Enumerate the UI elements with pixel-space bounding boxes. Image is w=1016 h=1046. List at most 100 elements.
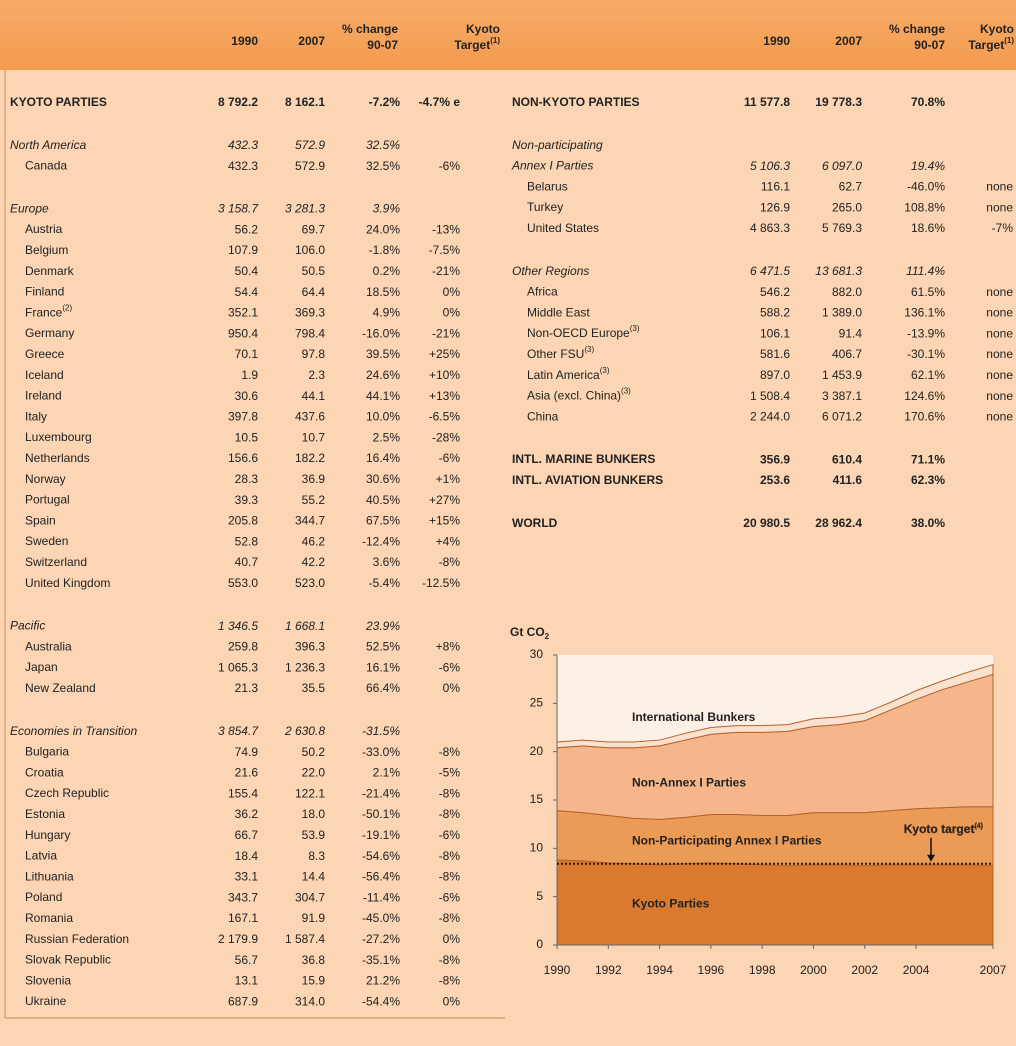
row-label: Norway <box>25 472 66 486</box>
row-label: NON-KYOTO PARTIES <box>512 95 640 109</box>
row-label: INTL. AVIATION BUNKERS <box>512 473 663 487</box>
cell-target: -6% <box>439 660 461 674</box>
cell-v2007: 344.7 <box>295 514 325 528</box>
cell-v1990: 2 179.9 <box>218 932 258 946</box>
row-label: Luxembourg <box>25 430 92 444</box>
row-label-text: Germany <box>25 326 74 340</box>
row-label: Africa <box>527 285 558 299</box>
cell-change: 3.9% <box>373 202 401 216</box>
cell-target: 0% <box>443 994 461 1008</box>
row-label: Latvia <box>25 849 57 863</box>
cell-target: none <box>986 368 1013 382</box>
cell-v1990: 106.1 <box>760 326 790 340</box>
cell-change: -16.0% <box>362 326 400 340</box>
cell-v1990: 546.2 <box>760 285 790 299</box>
cell-change: 67.5% <box>366 514 400 528</box>
series-label: Non-Participating Annex I Parties <box>632 833 822 847</box>
cell-v2007: 3 387.1 <box>822 389 862 403</box>
area <box>556 859 994 946</box>
cell-v1990: 56.2 <box>235 222 259 236</box>
cell-change: -13.9% <box>907 326 945 340</box>
column-header-text: 90-07 <box>367 38 398 52</box>
cell-v2007: 15.9 <box>302 974 326 988</box>
cell-change: 61.5% <box>911 285 945 299</box>
cell-v2007: 91.4 <box>839 326 863 340</box>
cell-v1990: 432.3 <box>228 138 258 152</box>
row-label: Croatia <box>25 766 64 780</box>
row-label: Germany <box>25 326 74 340</box>
cell-v1990: 74.9 <box>235 745 259 759</box>
row-label-text: Denmark <box>25 264 75 278</box>
column-header: 1990 <box>231 34 258 48</box>
cell-v2007: 610.4 <box>832 452 862 466</box>
row-label-text: Iceland <box>25 368 64 382</box>
x-tick-label: 2000 <box>800 963 827 977</box>
row-label-text: Hungary <box>25 828 70 842</box>
row-label: China <box>527 410 559 424</box>
cell-v2007: 369.3 <box>295 306 325 320</box>
cell-v1990: 21.3 <box>235 681 259 695</box>
cell-v1990: 8 792.2 <box>218 95 258 109</box>
footnote-mark: (1) <box>1004 36 1014 45</box>
cell-change: -7.2% <box>369 95 401 109</box>
row-label-text: Canada <box>25 159 67 173</box>
row-label-text: China <box>527 410 559 424</box>
cell-change: 19.4% <box>911 159 945 173</box>
cell-target: -8% <box>439 786 461 800</box>
row-label: Slovak Republic <box>25 953 111 967</box>
row-label-text: United Kingdom <box>25 576 110 590</box>
row-label-text: WORLD <box>512 516 558 530</box>
cell-v1990: 167.1 <box>228 911 258 925</box>
footnote-mark: (4) <box>974 823 983 830</box>
cell-change: 21.2% <box>366 974 400 988</box>
cell-v2007: 64.4 <box>302 285 326 299</box>
cell-target: -8% <box>439 807 461 821</box>
footnote-mark: (2) <box>62 304 72 313</box>
cell-change: -30.1% <box>907 347 945 361</box>
row-label: Iceland <box>25 368 64 382</box>
row-label: Denmark <box>25 264 75 278</box>
cell-change: -33.0% <box>362 745 400 759</box>
x-tick-label: 1990 <box>544 963 571 977</box>
cell-v1990: 39.3 <box>235 493 259 507</box>
row-label-text: Netherlands <box>25 451 90 465</box>
cell-change: -5.4% <box>369 576 401 590</box>
cell-v2007: 91.9 <box>302 911 326 925</box>
row-label-text: Lithuania <box>25 870 74 884</box>
cell-change: 24.0% <box>366 222 400 236</box>
cell-v2007: 437.6 <box>295 410 325 424</box>
cell-change: -54.4% <box>362 994 400 1008</box>
cell-change: -1.8% <box>369 243 401 257</box>
cell-v2007: 14.4 <box>302 870 326 884</box>
cell-target: +1% <box>436 472 461 486</box>
cell-change: 32.5% <box>366 138 400 152</box>
row-label: Romania <box>25 911 73 925</box>
cell-v2007: 97.8 <box>302 347 326 361</box>
cell-v1990: 5 106.3 <box>750 159 790 173</box>
row-label: KYOTO PARTIES <box>10 95 107 109</box>
row-label-text: Finland <box>25 285 64 299</box>
row-label-text: Luxembourg <box>25 430 92 444</box>
cell-v1990: 30.6 <box>235 389 259 403</box>
cell-target: -8% <box>439 849 461 863</box>
column-header-text: 1990 <box>231 34 258 48</box>
cell-target: +13% <box>429 389 460 403</box>
row-label-text: Latin America <box>527 368 600 382</box>
cell-change: -35.1% <box>362 953 400 967</box>
cell-v1990: 21.6 <box>235 766 259 780</box>
cell-v2007: 50.5 <box>302 264 326 278</box>
cell-change: -50.1% <box>362 807 400 821</box>
cell-target: 0% <box>443 681 461 695</box>
target-label-text: Kyoto target <box>904 822 975 836</box>
cell-v2007: 1 453.9 <box>822 368 862 382</box>
cell-v2007: 6 097.0 <box>822 159 862 173</box>
cell-change: -12.4% <box>362 534 400 548</box>
cell-change: -54.6% <box>362 849 400 863</box>
cell-v1990: 70.1 <box>235 347 259 361</box>
row-label-text: Estonia <box>25 807 65 821</box>
cell-v2007: 406.7 <box>832 347 862 361</box>
column-header-text: Target <box>454 38 490 52</box>
cell-v2007: 1 236.3 <box>285 660 325 674</box>
row-label-text: Spain <box>25 514 56 528</box>
